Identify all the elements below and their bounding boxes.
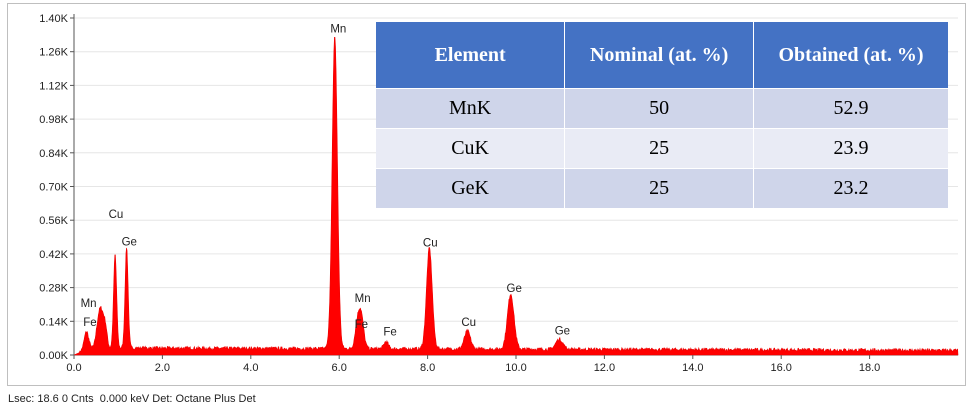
y-tick-label: 1.26K: [39, 47, 68, 59]
header-element: Element: [376, 22, 566, 89]
x-tick-label: 8.0: [420, 362, 435, 374]
peak-label-cu: Cu: [461, 317, 476, 329]
peak-label-cu: Cu: [423, 238, 438, 250]
header-nominal: Nominal (at. %): [564, 22, 754, 89]
table-row: CuK 25 23.9: [376, 128, 948, 169]
x-tick-label: 2.0: [155, 362, 170, 374]
y-tick-label: 1.40K: [39, 13, 68, 25]
y-tick-label: 0.42K: [39, 249, 68, 261]
chart-ticks: 0.00K 0.14K 0.28K 0.42K 0.56K 0.70K 0.84K 0.98K…: [39, 13, 880, 374]
x-tick-label: 6.0: [332, 362, 347, 374]
cell-element: GeK: [376, 168, 566, 208]
cell-obtained: 23.2: [753, 168, 948, 208]
peak-label-mn: Mn: [81, 298, 97, 310]
y-tick-label: 0.28K: [39, 283, 68, 295]
spectrum-line: [73, 36, 959, 356]
peak-label-ge: Ge: [122, 236, 137, 248]
cell-nominal: 25: [564, 128, 754, 169]
x-tick-label: 4.0: [243, 362, 258, 374]
cell-obtained: 52.9: [753, 88, 948, 129]
table-row: MnK 50 52.9: [376, 88, 948, 129]
cell-nominal: 50: [564, 88, 754, 129]
y-tick-label: 0.70K: [39, 182, 68, 194]
y-tick-label: 1.12K: [39, 80, 68, 92]
cell-nominal: 25: [564, 168, 754, 208]
peak-label-fe: Fe: [83, 317, 96, 329]
y-tick-label: 0.84K: [39, 148, 68, 160]
x-tick-label: 14.0: [682, 362, 703, 374]
status-bar: Lsec: 18.6 0 Cnts 0.000 keV Det: Octane …: [8, 393, 256, 405]
cell-element: CuK: [376, 128, 566, 169]
table-row: GeK 25 23.2: [376, 168, 948, 208]
x-tick-label: 12.0: [594, 362, 615, 374]
peak-label-fe: Fe: [355, 319, 368, 331]
x-tick-label: 0.0: [66, 362, 81, 374]
y-tick-label: 0.98K: [39, 114, 68, 126]
peak-label-ge: Ge: [507, 283, 522, 295]
table-header-row: Element Nominal (at. %) Obtained (at. %): [376, 22, 948, 89]
peak-label-ge: Ge: [555, 326, 570, 338]
peak-label-mn: Mn: [355, 293, 371, 305]
peak-label-mn: Mn: [330, 23, 346, 35]
x-tick-label: 10.0: [505, 362, 526, 374]
y-tick-label: 0.14K: [39, 316, 68, 328]
x-tick-label: 18.0: [859, 362, 880, 374]
x-tick-label: 16.0: [770, 362, 791, 374]
peak-label-cu: Cu: [109, 209, 124, 221]
composition-table: Element Nominal (at. %) Obtained (at. %)…: [376, 22, 948, 208]
cell-element: MnK: [376, 88, 566, 129]
peak-labels: Mn Fe Cu Ge Mn Mn Fe Fe Cu Cu Ge Ge: [81, 23, 570, 338]
header-obtained: Obtained (at. %): [753, 22, 948, 89]
y-tick-label: 0.56K: [39, 215, 68, 227]
y-tick-label: 0.00K: [39, 350, 68, 362]
cell-obtained: 23.9: [753, 128, 948, 169]
peak-label-fe: Fe: [383, 327, 396, 339]
